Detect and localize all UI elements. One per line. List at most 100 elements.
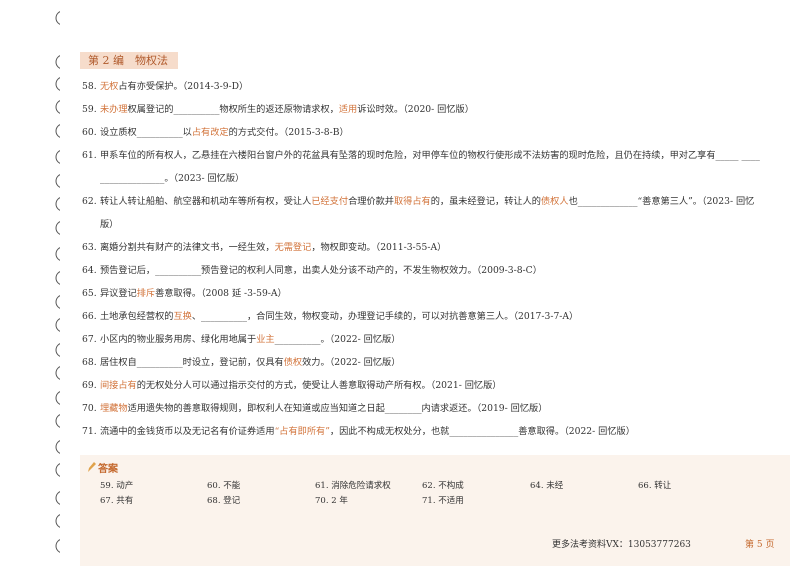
binder-hole: [55, 514, 60, 528]
section-title: 第 2 编 物权法: [80, 52, 178, 69]
question-text: 无权占有亦受保护。（2014-3-9-D）: [100, 75, 764, 98]
highlight-text: 无权: [100, 81, 119, 92]
question: 69. 间接占有的无权处分人可以通过指示交付的方式，使受让人善意取得动产所有权。（…: [82, 374, 764, 397]
question-number: 65.: [82, 288, 97, 299]
highlight-text: 债权: [283, 357, 303, 368]
question: 59. 未办理权属登记的__________物权所生的返还原物请求权，适用诉讼时效…: [82, 98, 764, 121]
question-text: 流通中的金钱货币以及无记名有价证券适用“占有即所有”，因此不构成无权处分，也就_…: [100, 420, 764, 443]
text-run: ，因此不构成无权处分，也就_______________善意取得。（2022- …: [329, 426, 635, 437]
question-number: 70.: [82, 403, 97, 414]
question-number: 58.: [82, 81, 97, 92]
text-run: 、__________，合同生效，物权变动，办理登记手续的，可以对抗善意第三人。…: [191, 311, 579, 322]
question: 61. 甲系车位的所有权人，乙悬挂在六楼阳台窗户外的花盆具有坠落的现时危险，对甲停…: [82, 144, 764, 190]
highlight-text: 已经支付: [311, 196, 349, 207]
text-run: 甲系车位的所有权人，乙悬挂在六楼阳台窗户外的花盆具有坠落的现时危险，对甲停车位的…: [100, 150, 760, 184]
pencil-icon: [88, 462, 96, 472]
text-run: 的方式交付。（2015-3-8-B）: [228, 127, 349, 138]
answer-title: 答案: [98, 464, 118, 475]
binder-hole: [55, 318, 60, 332]
text-run: 诉讼时效。（2020- 回忆版）: [357, 104, 474, 115]
answer-entry: 61. 消除危险请求权: [315, 481, 391, 491]
text-run: 流通中的金钱货币以及无记名有价证券适用: [100, 426, 275, 437]
highlight-text: “占有即所有”: [274, 426, 330, 437]
answer-entry: 70. 2 年: [315, 496, 348, 506]
question-number: 62.: [82, 196, 97, 207]
text-run: 小区内的物业服务用房、绿化用地属于: [100, 334, 257, 345]
text-run: 离婚分割共有财产的法律文书，一经生效，: [100, 242, 275, 253]
text-run: 的无权处分人可以通过指示交付的方式，使受让人善意取得动产所有权。（2021- 回…: [136, 380, 502, 391]
highlight-text: 占有改定: [191, 127, 229, 138]
question-text: 间接占有的无权处分人可以通过指示交付的方式，使受让人善意取得动产所有权。（202…: [100, 374, 764, 397]
question: 65. 异议登记排斥善意取得。（2008 延 -3-59-A）: [82, 282, 764, 305]
binder-hole: [55, 491, 60, 505]
answer-entry: 60. 不能: [207, 481, 241, 491]
question-text: 离婚分割共有财产的法律文书，一经生效，无需登记，物权即变动。（2011-3-55…: [100, 236, 764, 259]
highlight-text: 间接占有: [100, 380, 137, 391]
highlight-text: 排斥: [136, 288, 156, 299]
binder-hole: [55, 391, 60, 405]
question-text: 转让人转让船舶、航空器和机动车等所有权，受让人已经支付合理价款并取得占有的，虽未…: [100, 190, 764, 236]
answer-entry: 64. 未经: [530, 481, 564, 491]
question-number: 69.: [82, 380, 97, 391]
question-number: 59.: [82, 104, 97, 115]
text-run: 居住权自__________时设立，登记前，仅具有: [100, 357, 284, 368]
text-run: 转让人转让船舶、航空器和机动车等所有权，受让人: [100, 196, 312, 207]
answer-entry: 59. 动产: [100, 481, 134, 491]
text-run: 善意取得。（2008 延 -3-59-A）: [155, 288, 287, 299]
text-run: 效力。（2022- 回忆版）: [302, 357, 401, 368]
binder-hole: [55, 463, 60, 477]
binder-hole: [55, 11, 60, 25]
question: 63. 离婚分割共有财产的法律文书，一经生效，无需登记，物权即变动。（2011-3…: [82, 236, 764, 259]
binder-hole: [55, 247, 60, 261]
question-text: 居住权自__________时设立，登记前，仅具有债权效力。（2022- 回忆版…: [100, 351, 764, 374]
highlight-text: 埋藏物: [100, 403, 128, 414]
text-run: 适用遗失物的善意取得规则，即权利人在知道或应当知道之日起________内请求返…: [127, 403, 548, 414]
question-text: 土地承包经营权的互换、__________，合同生效，物权变动，办理登记手续的，…: [100, 305, 764, 328]
text-run: 也_____________“善意第三人”。（2023- 回忆版）: [100, 196, 755, 230]
question-number: 66.: [82, 311, 97, 322]
binder-hole: [55, 197, 60, 211]
binder-hole: [55, 343, 60, 357]
highlight-text: 取得占有: [394, 196, 431, 207]
highlight-text: 债权人: [541, 196, 569, 207]
question: 60. 设立质权__________以占有改定的方式交付。（2015-3-8-B）: [82, 121, 764, 144]
binder-hole: [55, 271, 60, 285]
question: 64. 预告登记后，__________预告登记的权利人同意，出卖人处分该不动产的…: [82, 259, 764, 282]
question-number: 71.: [82, 426, 97, 437]
binder-hole: [55, 174, 60, 188]
text-run: ，物权即变动。（2011-3-55-A）: [311, 242, 447, 253]
page-number: 第 5 页: [745, 540, 775, 550]
question-number: 63.: [82, 242, 97, 253]
binder-hole: [55, 440, 60, 454]
question-number: 68.: [82, 357, 97, 368]
highlight-text: 互换: [173, 311, 192, 322]
answer-entry: 67. 共有: [100, 496, 134, 506]
highlight-text: 无需登记: [274, 242, 312, 253]
question-text: 埋藏物适用遗失物的善意取得规则，即权利人在知道或应当知道之日起________内…: [100, 397, 764, 420]
question-text: 甲系车位的所有权人，乙悬挂在六楼阳台窗户外的花盆具有坠落的现时危险，对甲停车位的…: [100, 144, 764, 190]
text-run: 预告登记后，__________预告登记的权利人同意，出卖人处分该不动产的，不发…: [100, 265, 542, 276]
question: 70. 埋藏物适用遗失物的善意取得规则，即权利人在知道或应当知道之日起______…: [82, 397, 764, 420]
binder-hole: [55, 77, 60, 91]
answer-entry: 68. 登记: [207, 496, 241, 506]
question-text: 异议登记排斥善意取得。（2008 延 -3-59-A）: [100, 282, 764, 305]
answer-entry: 71. 不适用: [422, 496, 464, 506]
question-text: 未办理权属登记的__________物权所生的返还原物请求权，适用诉讼时效。（2…: [100, 98, 764, 121]
question: 62. 转让人转让船舶、航空器和机动车等所有权，受让人已经支付合理价款并取得占有的…: [82, 190, 764, 236]
text-run: 合理价款并: [348, 196, 394, 207]
binder-hole: [55, 150, 60, 164]
binder-hole: [55, 221, 60, 235]
highlight-text: 适用: [338, 104, 358, 115]
question: 71. 流通中的金钱货币以及无记名有价证券适用“占有即所有”，因此不构成无权处分，…: [82, 420, 764, 443]
binder-hole: [55, 100, 60, 114]
text-run: 设立质权__________以: [100, 127, 192, 138]
answer-entry: 62. 不构成: [422, 481, 464, 491]
binder-holes: [55, 11, 60, 553]
question-text: 预告登记后，__________预告登记的权利人同意，出卖人处分该不动产的，不发…: [100, 259, 764, 282]
binder-hole: [55, 366, 60, 380]
text-run: 的，虽未经登记，转让人的: [430, 196, 541, 207]
text-run: 占有亦受保护。（2014-3-9-D）: [118, 81, 249, 92]
answer-box: 答案 更多法考资料VX：13053777263 第 5 页 59. 动产 60. …: [80, 455, 790, 566]
text-run: 异议登记: [100, 288, 137, 299]
